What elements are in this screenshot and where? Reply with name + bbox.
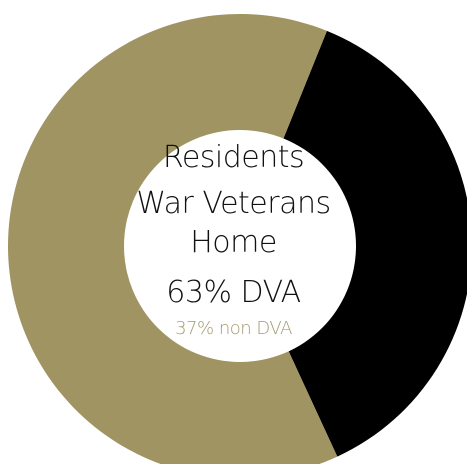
dva-percentage-label: 63% DVA bbox=[166, 275, 301, 310]
title-line-1: Residents bbox=[162, 140, 305, 175]
center-hole bbox=[124, 130, 356, 362]
non-dva-percentage-label: 37% non DVA bbox=[175, 318, 292, 339]
title-line-3: Home bbox=[190, 225, 277, 260]
title-line-2: War Veterans bbox=[136, 186, 331, 221]
